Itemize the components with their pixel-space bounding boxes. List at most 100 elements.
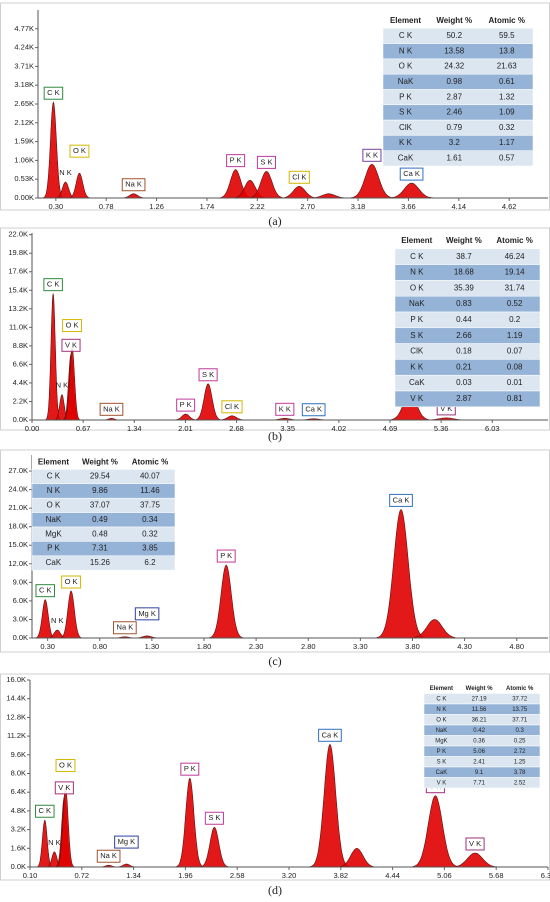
- table-cell: 0.18: [456, 347, 472, 356]
- x-tick-label: 0.00: [25, 424, 40, 433]
- table-cell: 24.32: [444, 62, 465, 71]
- table-header: Atomic %: [489, 16, 525, 25]
- peak-label-text: V K: [469, 839, 481, 848]
- peak-label: S K: [204, 811, 224, 825]
- peak-label-text: S K: [208, 813, 220, 822]
- x-tick-label: 5.06: [437, 871, 452, 880]
- peak-label: P K: [180, 762, 200, 776]
- table-cell: 29.54: [90, 472, 111, 481]
- table-cell: ClK: [410, 347, 424, 356]
- table-cell: 0.48: [92, 529, 108, 538]
- table-row-bg: [394, 390, 541, 408]
- x-tick-label: 3.30: [353, 642, 368, 651]
- x-tick-label: 2.58: [230, 871, 245, 880]
- table-cell: 13.8: [499, 46, 515, 55]
- table-cell: 0.2: [509, 315, 521, 324]
- table-cell: 0.98: [446, 77, 462, 86]
- peak-label-text: Na K: [100, 851, 117, 860]
- peak-label-text: Mg K: [138, 609, 156, 618]
- peak-label-box: [96, 849, 121, 863]
- table-cell: S K: [437, 759, 447, 765]
- x-tick-label: 6.30: [541, 871, 550, 880]
- table-cell: 0.42: [473, 728, 485, 734]
- table-cell: 50.2: [446, 31, 462, 40]
- y-tick-label: 3.2K: [11, 825, 26, 834]
- peak-label: Na K: [121, 178, 146, 192]
- x-tick-label: 1.74: [200, 202, 215, 211]
- peak-label-box: [389, 493, 413, 507]
- table-cell: 2.66: [456, 331, 472, 340]
- peak-label: C K: [35, 804, 55, 818]
- table-cell: ClK: [399, 123, 413, 132]
- table-cell: 46.24: [505, 252, 526, 261]
- table-cell: 2.41: [473, 759, 485, 765]
- table-header: Weight %: [466, 686, 494, 692]
- y-tick-label: 12.8K: [6, 712, 26, 721]
- table-cell: 0.36: [473, 738, 485, 744]
- x-tick-label: 3.18: [351, 202, 366, 211]
- table-cell: 0.08: [507, 362, 523, 371]
- table-cell: 21.63: [497, 62, 518, 71]
- y-tick-label: 2.2K: [13, 396, 28, 405]
- peak-label-box: [62, 319, 83, 333]
- peak-label-box: [216, 549, 236, 563]
- table-cell: P K: [410, 315, 423, 324]
- table-cell: N K: [47, 486, 61, 495]
- y-tick-label: 17.6K: [8, 267, 28, 276]
- table-cell: N K: [410, 268, 424, 277]
- peak-label: C K: [35, 584, 55, 598]
- peak-label-box: [54, 781, 74, 795]
- peak-label-box: [61, 575, 82, 589]
- table-cell: 1.19: [507, 331, 523, 340]
- table-cell: 0.57: [499, 153, 515, 162]
- peak: [275, 185, 323, 199]
- table-cell: 36.21: [472, 717, 488, 723]
- peak-label-box: [113, 621, 137, 635]
- peak-label-text: K K: [366, 150, 378, 159]
- peak-label-box: [61, 338, 81, 352]
- peak-label-text: C K: [47, 88, 60, 97]
- table-cell: CaK: [436, 770, 448, 776]
- peak-label-box: [180, 762, 200, 776]
- peak-label: V K: [54, 781, 74, 795]
- y-tick-label: 18.0K: [8, 522, 28, 531]
- y-tick-label: 0.0K: [11, 862, 26, 871]
- table-cell: 3.2: [449, 138, 461, 147]
- y-tick-label: 4.77K: [14, 24, 34, 33]
- table-row-bg: [423, 777, 541, 789]
- peak-label-text: O K: [59, 761, 72, 770]
- table-cell: 0.07: [507, 347, 523, 356]
- peak-label-text: Na K: [103, 404, 120, 413]
- peak-label-text: O K: [65, 577, 78, 586]
- peak-label-text: V K: [440, 404, 452, 413]
- peak-label-box: [176, 398, 196, 412]
- peak-label: Ca K: [301, 403, 326, 417]
- peak-label-text: V K: [65, 340, 77, 349]
- y-tick-label: 6.6K: [13, 359, 28, 368]
- table-cell: 27.19: [472, 696, 488, 702]
- table-header-bg: [395, 233, 540, 249]
- table-cell: 0.49: [92, 515, 108, 524]
- table-cell: 13.58: [444, 46, 465, 55]
- panel-caption: (c): [268, 654, 281, 668]
- table-cell: C K: [436, 696, 446, 702]
- peak-label-text: Na K: [125, 180, 142, 189]
- y-tick-label: 9.0K: [13, 577, 28, 586]
- table-cell: 37.07: [90, 501, 111, 510]
- peak-label-text: S K: [202, 370, 214, 379]
- table-cell: 0.83: [456, 299, 472, 308]
- x-tick-label: 3.82: [333, 871, 348, 880]
- table-cell: 2.52: [514, 780, 526, 786]
- x-tick-label: 4.02: [332, 424, 347, 433]
- table-cell: V K: [437, 780, 447, 786]
- y-tick-label: 6.0K: [13, 596, 28, 605]
- y-tick-label: 0.00K: [14, 193, 34, 202]
- table-cell: P K: [47, 544, 60, 553]
- table-header: Atomic %: [496, 236, 532, 245]
- peak-label: C K: [43, 278, 63, 292]
- peak-label-box: [301, 403, 326, 417]
- table-header: Element: [390, 16, 421, 25]
- peak-label-box: [362, 148, 382, 162]
- peak: [344, 163, 400, 199]
- peak: [117, 193, 150, 199]
